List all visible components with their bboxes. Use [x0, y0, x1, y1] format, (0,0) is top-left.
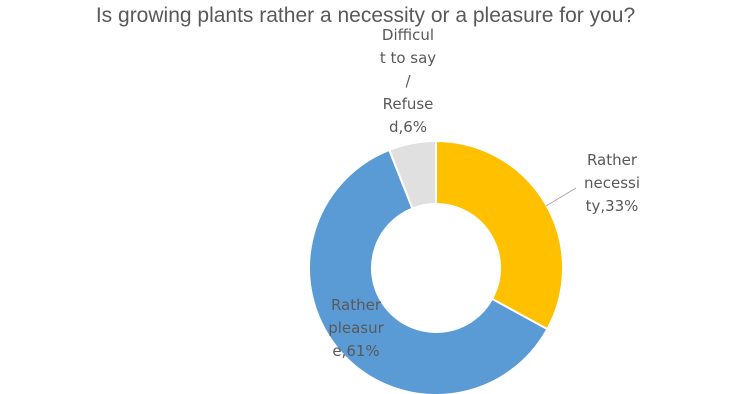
chart-title: Is growing plants rather a necessity or …: [95, 4, 636, 27]
data-label-rather-necessity: Rather necessi ty,33%: [584, 151, 640, 215]
slice-difficult-to-say-refused: [387, 139, 437, 210]
slice-rather-pleasure: [308, 148, 549, 394]
data-label-rather-pleasure: Rather pleasur e,61%: [328, 296, 384, 360]
data-label-difficult-to-say-refused: Difficul t to say / Refuse d,6%: [380, 26, 436, 136]
leader-line-rather-necessity: [545, 187, 577, 207]
slice-rather-necessity: [435, 139, 564, 331]
